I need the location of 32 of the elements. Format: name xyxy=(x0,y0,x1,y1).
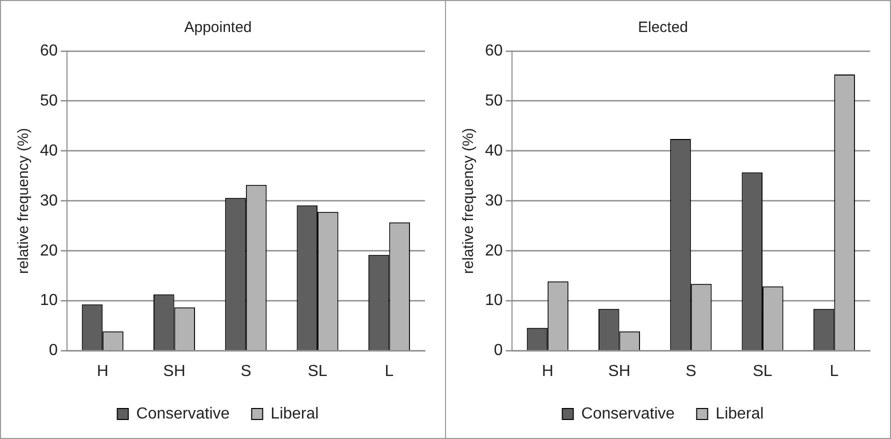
y-tick-label: 20 xyxy=(40,242,58,260)
y-tick-label: 0 xyxy=(48,342,58,360)
y-tick-label: 30 xyxy=(485,192,503,210)
chart-title: Appointed xyxy=(184,19,252,36)
chart-title: Elected xyxy=(638,19,688,36)
y-tick-label: 10 xyxy=(40,292,58,310)
x-tick-label: SL xyxy=(752,362,772,380)
y-tick-label: 50 xyxy=(40,92,58,110)
legend-label: Conservative xyxy=(136,405,230,422)
y-tick-label: 30 xyxy=(40,192,58,210)
y-tick-label: 60 xyxy=(485,42,503,60)
legend-label: Conservative xyxy=(581,405,675,422)
y-tick-label: 40 xyxy=(485,142,503,160)
y-tick-label: 40 xyxy=(40,142,58,160)
x-tick-label: H xyxy=(542,362,554,380)
x-tick-label: SH xyxy=(608,362,630,380)
y-tick-label: 0 xyxy=(494,342,503,360)
x-tick-label: SL xyxy=(308,362,328,380)
y-tick-label: 50 xyxy=(485,92,503,110)
legend-label: Liberal xyxy=(270,405,319,422)
legend-label: Liberal xyxy=(716,405,764,422)
y-axis-title: relative frequency (%) xyxy=(460,128,478,274)
x-tick-label: SH xyxy=(163,362,186,380)
x-tick-label: S xyxy=(686,362,696,380)
x-tick-label: L xyxy=(384,362,394,380)
x-tick-label: S xyxy=(240,362,252,380)
x-tick-label: L xyxy=(830,362,839,380)
y-tick-label: 60 xyxy=(40,42,58,60)
y-tick-label: 20 xyxy=(485,242,503,260)
y-tick-label: 10 xyxy=(485,292,503,310)
x-tick-label: H xyxy=(96,362,108,380)
y-axis-title: relative frequency (%) xyxy=(15,128,32,274)
